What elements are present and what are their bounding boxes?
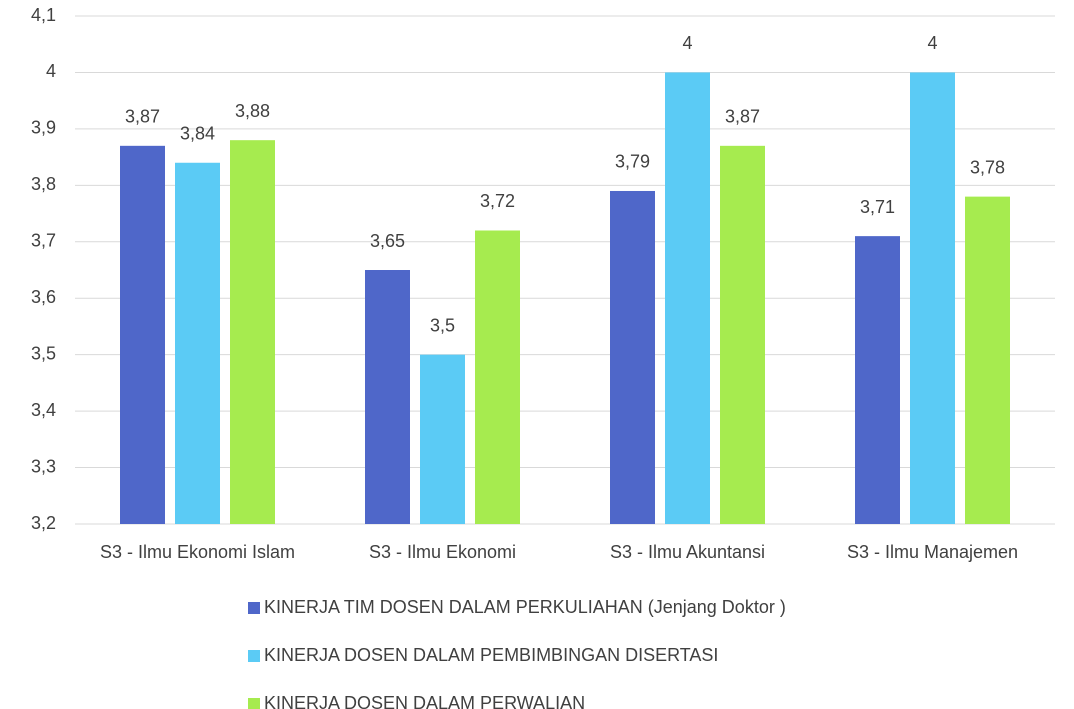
y-tick-label: 3,2 [31,513,56,533]
y-tick-label: 3,6 [31,287,56,307]
value-label: 4 [927,33,937,53]
value-label: 3,87 [125,107,160,127]
bar [420,354,465,524]
legend-label: KINERJA TIM DOSEN DALAM PERKULIAHAN (Jen… [264,597,786,617]
value-label: 3,78 [970,157,1005,177]
value-label: 3,65 [370,231,405,251]
legend-swatch [248,698,260,709]
value-label: 3,72 [480,191,515,211]
value-label: 3,88 [235,101,270,121]
bar [120,145,165,525]
x-tick-label: S3 - Ilmu Ekonomi [369,542,516,562]
y-tick-label: 4 [46,61,56,81]
x-tick-label: S3 - Ilmu Manajemen [847,542,1018,562]
value-label: 3,84 [180,124,215,144]
value-label: 3,5 [430,315,455,335]
bar [855,236,900,524]
bar [365,270,410,524]
x-tick-label: S3 - Ilmu Akuntansi [610,542,765,562]
x-tick-label: S3 - Ilmu Ekonomi Islam [100,542,295,562]
bar [665,72,710,524]
bar [965,196,1010,524]
bar [910,72,955,524]
bar [230,140,275,524]
bar [610,190,655,524]
legend-swatch [248,602,260,614]
legend-label: KINERJA DOSEN DALAM PEMBIMBINGAN DISERTA… [264,645,718,665]
bar [175,162,220,524]
y-tick-label: 3,4 [31,400,56,420]
value-label: 4 [682,33,692,53]
y-tick-label: 3,7 [31,231,56,251]
legend-swatch [248,650,260,662]
y-tick-label: 4,1 [31,5,56,25]
y-tick-label: 3,3 [31,456,56,476]
y-tick-label: 3,5 [31,343,56,363]
bar [720,145,765,525]
value-label: 3,87 [725,107,760,127]
value-label: 3,71 [860,197,895,217]
bar [475,230,520,524]
y-tick-label: 3,9 [31,118,56,138]
value-label: 3,79 [615,152,650,172]
y-tick-label: 3,8 [31,174,56,194]
legend-label: KINERJA DOSEN DALAM PERWALIAN [264,693,585,709]
